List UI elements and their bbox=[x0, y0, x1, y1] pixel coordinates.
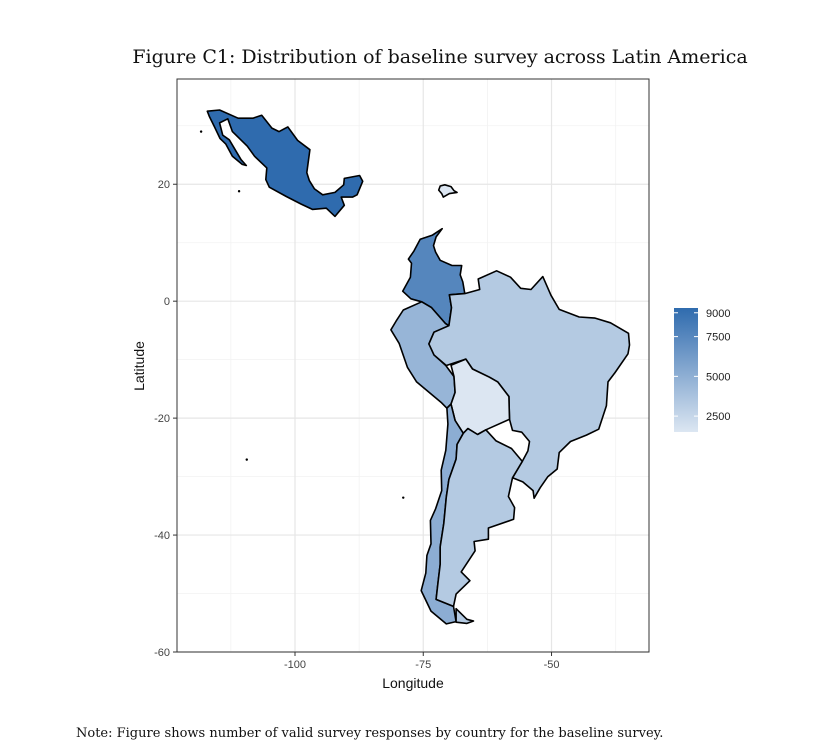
legend-label: 9000 bbox=[706, 308, 730, 320]
axis-ticks: -100 -75 -50 -60 -40 -20 0 20 bbox=[154, 179, 559, 671]
y-tick-label: -60 bbox=[154, 647, 170, 659]
plot-panel-border bbox=[176, 78, 650, 653]
y-tick-label: 20 bbox=[158, 179, 170, 191]
country-argentina bbox=[435, 427, 524, 608]
country-polygons bbox=[199, 109, 631, 625]
y-tick-label: 0 bbox=[164, 296, 170, 308]
country-dominican-republic bbox=[437, 184, 458, 198]
x-tick-label: -75 bbox=[415, 659, 431, 671]
island-isla-de-pascua bbox=[245, 458, 248, 461]
country-brazil bbox=[428, 269, 631, 500]
island-isla-guadalupe bbox=[199, 130, 203, 133]
x-tick-label: -100 bbox=[284, 659, 306, 671]
legend-label: 5000 bbox=[706, 371, 730, 383]
x-axis-title: Longitude bbox=[382, 675, 444, 691]
figure-title: Figure C1: Distribution of baseline surv… bbox=[132, 46, 748, 68]
island-isla-socorro bbox=[237, 190, 241, 193]
island-islas-juan-fernandez bbox=[402, 496, 405, 499]
legend-label: 7500 bbox=[706, 332, 730, 344]
y-tick-label: -20 bbox=[154, 413, 170, 425]
legend-colorbar bbox=[674, 308, 698, 432]
y-axis-title: Latitude bbox=[131, 341, 147, 391]
x-tick-label: -50 bbox=[544, 659, 560, 671]
y-tick-label: -40 bbox=[154, 530, 170, 542]
legend-label: 2500 bbox=[706, 411, 730, 423]
color-legend: 9000 7500 5000 2500 bbox=[674, 308, 730, 432]
country-mexico bbox=[206, 109, 364, 218]
country-tierra-del-fuego-argentina bbox=[455, 607, 475, 625]
figure-note: Note: Figure shows number of valid surve… bbox=[76, 726, 664, 741]
